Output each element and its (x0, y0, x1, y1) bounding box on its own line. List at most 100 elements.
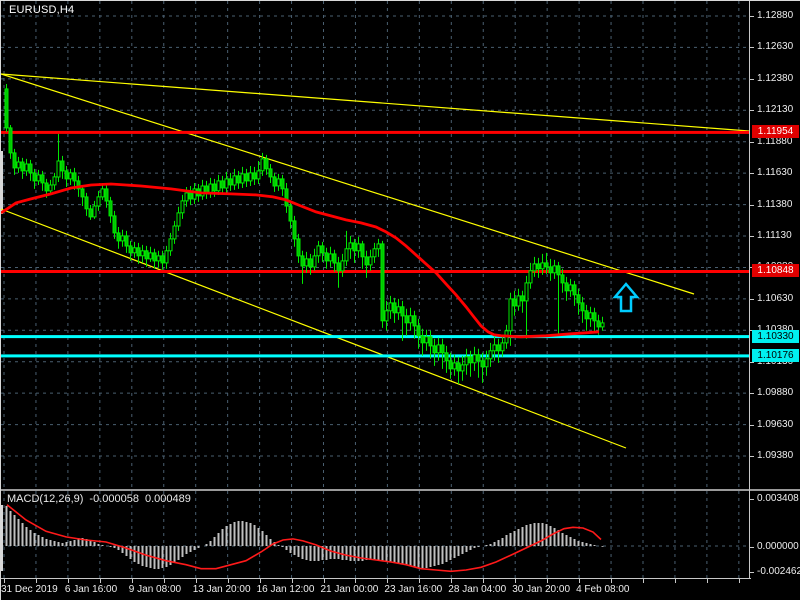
level-line-1.10330 (1, 335, 749, 339)
time-axis-tick (291, 579, 293, 583)
macd-signal-value: 0.000489 (144, 493, 191, 505)
macd-axis-tick (750, 547, 754, 548)
price-axis-label: 1.11380 (757, 198, 793, 210)
price-axis-label: 1.09630 (757, 418, 794, 430)
horizontal-levels[interactable] (1, 130, 749, 358)
time-axis-label: 13 Jan 20:00 (192, 584, 251, 595)
macd-indicator-label: MACD(12,26,9) -0.000058 0.000489 (7, 493, 197, 505)
grid-horizontal (1, 15, 749, 457)
time-axis-tick (515, 579, 517, 583)
candles (4, 84, 605, 384)
price-axis-tick (750, 110, 754, 112)
up-arrow-icon[interactable] (612, 282, 640, 313)
price-axis-label: 1.11880 (757, 135, 793, 147)
time-axis-label: 28 Jan 04:00 (448, 584, 507, 595)
macd-main-value: -0.000058 (89, 493, 139, 505)
macd-panel[interactable] (1, 491, 750, 578)
time-axis-tick (163, 579, 165, 583)
price-chart-canvas (1, 1, 750, 490)
clipped-left-bar (1, 151, 3, 214)
time-axis-tick (4, 579, 5, 583)
time-axis-label: 23 Jan 16:00 (384, 584, 443, 595)
time-axis-tick (483, 579, 485, 583)
macd-signal-line (6, 504, 602, 573)
time-axis-tick (131, 579, 133, 583)
time-axis-tick (355, 579, 357, 583)
price-axis-tick (750, 204, 754, 206)
macd-axis-label: 0.000000 (757, 541, 799, 552)
price-axis-label: 1.11630 (757, 167, 793, 179)
time-axis[interactable]: 31 Dec 2019 6 Jan 16:00 9 Jan 08:00 13 Jan … (1, 578, 800, 600)
macd-axis-label: -0.002462 (757, 566, 800, 577)
level-line-1.10176 (1, 354, 749, 358)
time-axis-tick (706, 579, 708, 583)
level-price-label: 1.10848 (752, 264, 799, 278)
chart-symbol-label: EURUSD,H4 (9, 4, 75, 16)
time-axis-tick (99, 579, 101, 583)
price-axis-tick (750, 141, 754, 143)
price-axis-tick (750, 298, 754, 300)
time-axis-tick (579, 579, 581, 583)
price-axis-label: 1.12630 (757, 41, 794, 53)
time-axis-label: 16 Jan 12:00 (256, 584, 315, 595)
price-axis-tick (750, 236, 754, 237)
time-axis-tick (674, 579, 676, 583)
price-axis-tick (750, 78, 754, 80)
price-axis-label: 1.12380 (757, 72, 794, 84)
macd-histogram (5, 506, 604, 569)
price-axis-tick (750, 47, 754, 49)
time-axis-label: 6 Jan 16:00 (64, 584, 118, 595)
level-line-1.11954 (1, 130, 749, 134)
macd-canvas (1, 491, 749, 578)
trendline-upper-channel-flat (1, 73, 750, 132)
grid-vertical (3, 1, 740, 490)
moving-average-line[interactable] (1, 182, 600, 339)
trendlines[interactable] (1, 73, 750, 449)
time-axis-tick (67, 579, 69, 583)
time-axis-tick (227, 579, 229, 583)
price-axis-label: 1.11130 (757, 230, 792, 241)
trendline-lower-channel (1, 208, 627, 449)
time-axis-tick (195, 579, 197, 583)
time-axis-tick (738, 579, 740, 583)
time-axis-tick (387, 579, 389, 583)
price-axis-tick (750, 456, 754, 458)
price-axis[interactable]: 1.12880 1.12630 1.12380 1.12130 1.11880 1.116… (749, 1, 800, 578)
level-price-label: 1.10330 (752, 329, 799, 343)
macd-axis-tick (750, 499, 754, 500)
time-axis-label: 9 Jan 08:00 (128, 584, 182, 595)
price-axis-label: 1.12130 (757, 104, 794, 116)
macd-axis-label: 0.003408 (757, 493, 799, 504)
price-axis-label: 1.10630 (757, 292, 794, 304)
macd-name: MACD(12,26,9) (7, 493, 84, 505)
time-axis-tick (323, 579, 325, 583)
time-axis-tick (419, 579, 421, 583)
time-axis-tick (451, 579, 453, 583)
price-axis-label: 1.09380 (757, 450, 794, 462)
time-axis-label: 21 Jan 00:00 (320, 584, 379, 595)
price-axis-tick (750, 173, 754, 175)
time-axis-line (1, 578, 751, 579)
time-axis-label: 4 Feb 08:00 (576, 584, 630, 595)
time-axis-tick (643, 579, 644, 583)
time-axis-tick (259, 579, 261, 583)
time-axis-label: 30 Jan 20:00 (512, 584, 571, 595)
level-price-label: 1.11954 (752, 125, 799, 139)
level-price-label: 1.10176 (752, 348, 799, 362)
level-line-1.10848 (1, 270, 749, 273)
time-axis-tick (611, 579, 613, 583)
price-axis-tick (750, 393, 754, 395)
price-axis-tick (750, 16, 754, 17)
panel-separator[interactable] (1, 489, 800, 491)
price-axis-label: 1.12880 (757, 10, 794, 21)
time-axis-label: 31 Dec 2019 (1, 584, 58, 595)
trendline-mid-descending (1, 73, 695, 295)
price-axis-label: 1.09880 (757, 387, 794, 399)
clipped-left-macd-bar (1, 505, 3, 571)
time-axis-tick (35, 579, 37, 583)
time-axis-tick (547, 579, 549, 583)
price-axis-tick (750, 361, 754, 363)
price-chart-area[interactable]: EURUSD,H4 (1, 1, 750, 490)
macd-axis-tick (750, 572, 754, 573)
